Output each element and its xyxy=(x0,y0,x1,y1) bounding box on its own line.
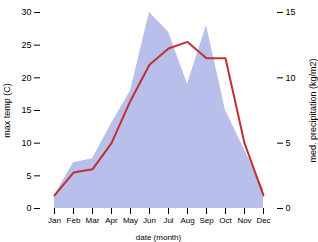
svg-text:med. precipitation (kg/m2): med. precipitation (kg/m2) xyxy=(308,58,318,162)
svg-text:Jun: Jun xyxy=(143,216,156,225)
svg-text:max temp (C): max temp (C) xyxy=(2,83,12,138)
svg-text:0: 0 xyxy=(286,203,291,213)
svg-text:Jul: Jul xyxy=(163,216,173,225)
svg-text:15: 15 xyxy=(21,105,31,115)
svg-text:Mar: Mar xyxy=(86,216,100,225)
svg-text:20: 20 xyxy=(21,73,31,83)
svg-text:5: 5 xyxy=(286,138,291,148)
svg-text:Dec: Dec xyxy=(256,216,270,225)
svg-text:Nov: Nov xyxy=(237,216,251,225)
svg-text:Oct: Oct xyxy=(219,216,232,225)
svg-text:10: 10 xyxy=(21,138,31,148)
svg-text:Apr: Apr xyxy=(105,216,118,225)
svg-text:25: 25 xyxy=(21,40,31,50)
svg-text:5: 5 xyxy=(26,171,31,181)
svg-text:0: 0 xyxy=(26,203,31,213)
svg-text:Feb: Feb xyxy=(67,216,81,225)
svg-text:Jan: Jan xyxy=(48,216,61,225)
svg-text:May: May xyxy=(123,216,138,225)
svg-text:30: 30 xyxy=(21,7,31,17)
svg-text:10: 10 xyxy=(286,73,296,83)
svg-text:15: 15 xyxy=(286,7,296,17)
svg-text:Aug: Aug xyxy=(180,216,194,225)
svg-text:Sep: Sep xyxy=(199,216,214,225)
svg-text:date (month): date (month) xyxy=(136,233,182,242)
